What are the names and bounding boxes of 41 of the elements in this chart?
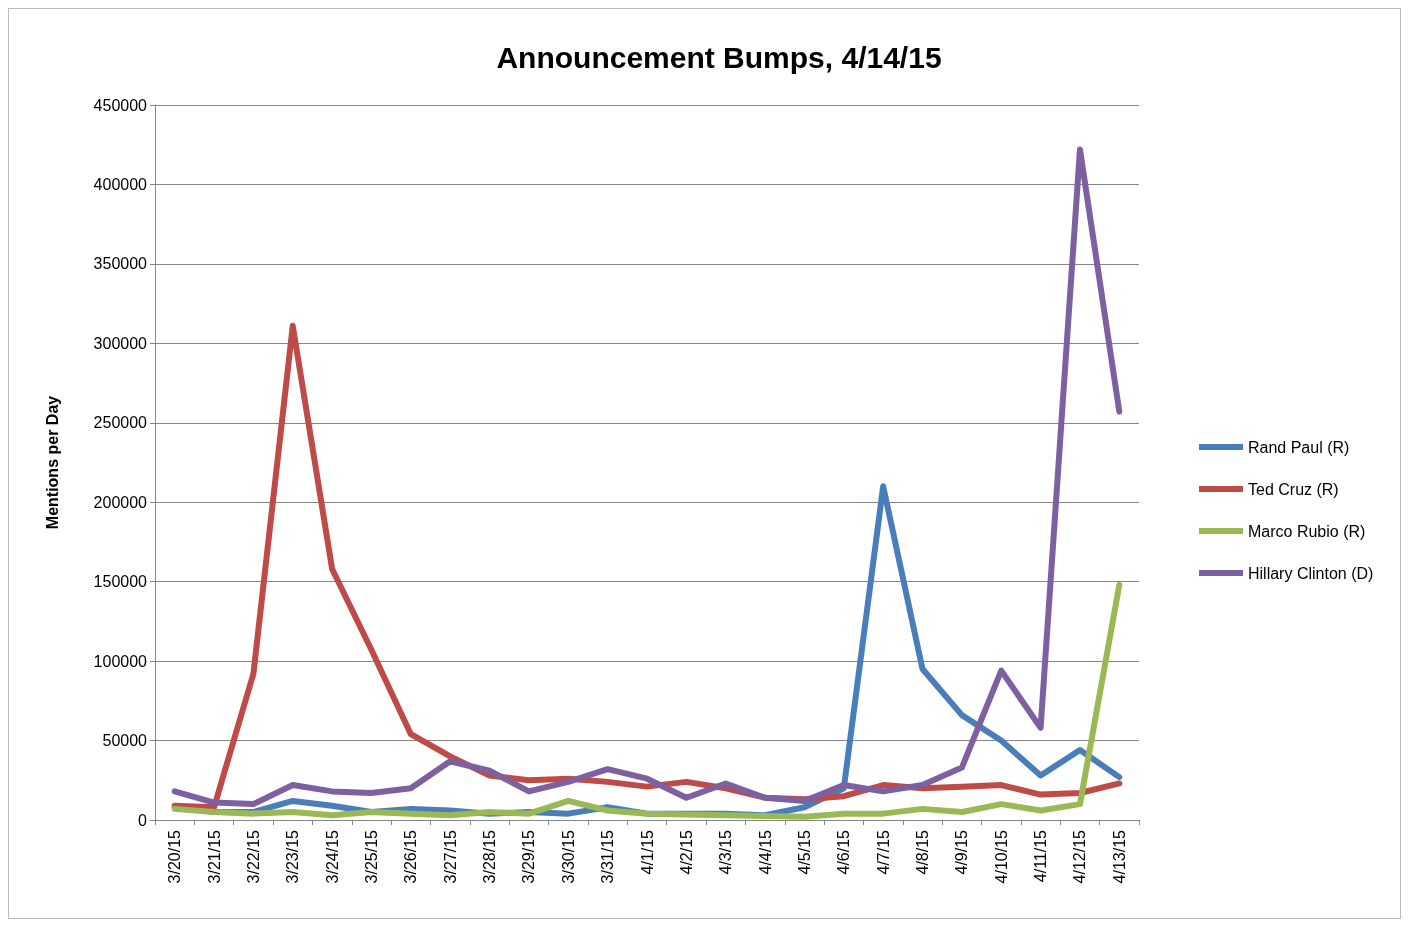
x-tick-label: 3/26/15 xyxy=(402,829,420,884)
x-tick-label: 4/12/15 xyxy=(1071,829,1089,884)
legend-label: Hillary Clinton (D) xyxy=(1248,564,1374,582)
x-tick-label: 4/13/15 xyxy=(1110,829,1128,884)
y-tick-label: 200000 xyxy=(93,493,148,511)
y-tick-label: 400000 xyxy=(93,175,148,193)
chart-title: Announcement Bumps, 4/14/15 xyxy=(496,40,942,74)
x-tick-label: 4/10/15 xyxy=(992,829,1010,884)
legend-label: Rand Paul (R) xyxy=(1248,438,1350,456)
x-tick-label: 4/4/15 xyxy=(756,829,774,875)
y-tick-label: 300000 xyxy=(93,334,148,352)
x-tick-label: 4/3/15 xyxy=(717,829,735,875)
x-tick-label: 4/8/15 xyxy=(914,829,932,875)
y-tick-label: 350000 xyxy=(93,255,148,273)
y-tick-label: 450000 xyxy=(93,96,148,114)
y-tick-label: 50000 xyxy=(102,732,148,750)
y-tick-label: 250000 xyxy=(93,414,148,432)
x-tick-label: 3/23/15 xyxy=(284,829,302,884)
x-tick-label: 3/30/15 xyxy=(559,829,577,884)
x-tick-label: 3/20/15 xyxy=(166,829,184,884)
x-tick-label: 4/6/15 xyxy=(835,829,853,875)
x-tick-label: 4/5/15 xyxy=(795,829,813,875)
x-tick-label: 3/25/15 xyxy=(362,829,380,884)
x-tick-label: 3/24/15 xyxy=(323,829,341,884)
y-tick-label: 100000 xyxy=(93,652,148,670)
legend-label: Ted Cruz (R) xyxy=(1248,480,1339,498)
x-tick-label: 3/27/15 xyxy=(441,829,459,884)
x-tick-label: 4/7/15 xyxy=(874,829,892,875)
x-tick-label: 3/21/15 xyxy=(205,829,223,884)
x-tick-label: 4/2/15 xyxy=(677,829,695,875)
x-tick-label: 4/1/15 xyxy=(638,829,656,875)
x-tick-label: 3/29/15 xyxy=(520,829,538,884)
x-tick-label: 4/9/15 xyxy=(953,829,971,875)
legend-label: Marco Rubio (R) xyxy=(1248,522,1366,540)
y-axis-title: Mentions per Day xyxy=(43,395,61,530)
x-tick-label: 4/11/15 xyxy=(1032,829,1050,883)
x-tick-label: 3/28/15 xyxy=(481,829,499,884)
x-tick-label: 3/22/15 xyxy=(244,829,262,884)
y-tick-label: 0 xyxy=(138,811,148,829)
y-tick-label: 150000 xyxy=(93,573,148,591)
x-tick-label: 3/31/15 xyxy=(599,829,617,884)
